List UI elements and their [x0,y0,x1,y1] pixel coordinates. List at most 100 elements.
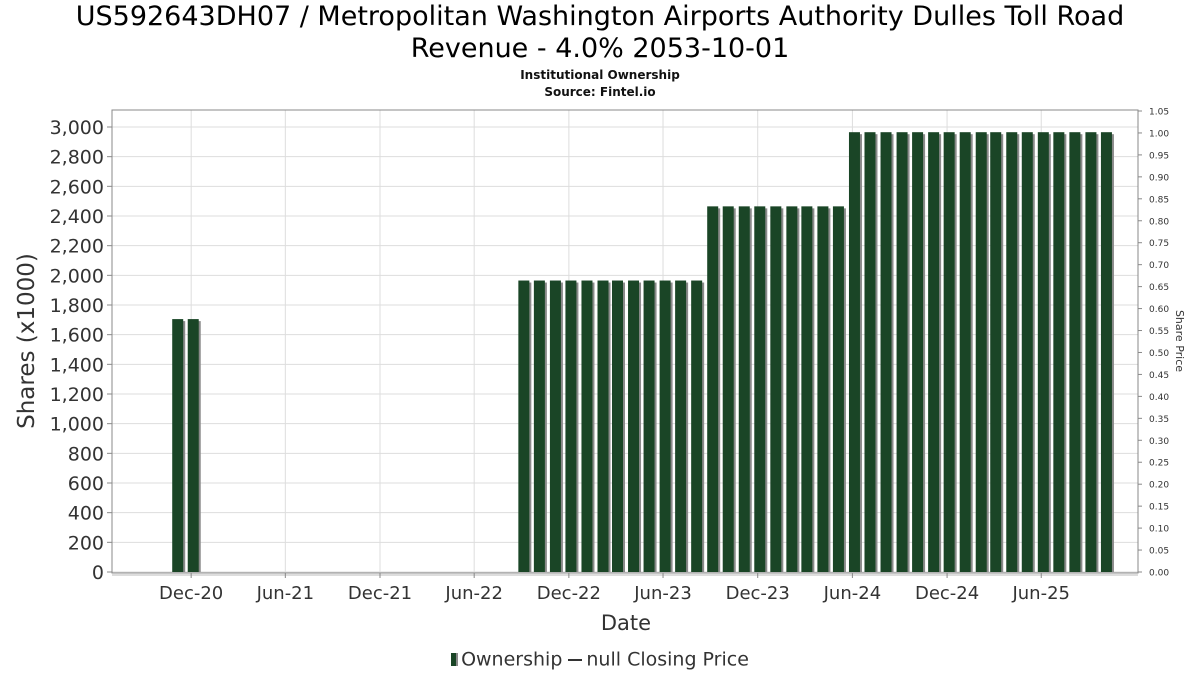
bar-2025-10-05 [1100,132,1114,573]
bar [801,206,813,572]
bar [549,280,561,572]
bar-2022-09-05 [518,280,532,572]
bars [172,132,1114,573]
y-tick-label: 400 [68,503,104,525]
y2-tick-label: 0.60 [1149,305,1169,315]
x-tick-label: Jun-25 [1011,583,1070,604]
y2-tick-label: 0.00 [1149,569,1169,579]
bar-2025-03-05 [990,132,1004,573]
x-tick-label: Dec-21 [348,583,412,604]
bar-2024-04-05 [817,206,831,572]
bar [896,132,908,573]
bar [1037,132,1049,573]
bar-2023-08-05 [691,280,705,572]
y-tick-label: 800 [68,443,104,465]
bar [518,280,530,572]
bar-2024-08-05 [880,132,894,573]
bar [738,206,750,572]
y-tick-label: 200 [68,532,104,554]
bar-2024-03-05 [801,206,815,572]
bar [1100,132,1112,573]
x-tick-label: Dec-24 [915,583,979,604]
y2-tick-label: 0.15 [1149,503,1169,513]
y2-tick-label: 0.50 [1149,349,1169,359]
y2-tick-label: 0.70 [1149,261,1169,271]
y2-tick-label: 0.95 [1149,151,1169,161]
x-tick-label: Jun-21 [256,583,315,604]
y-tick-label: 2,400 [50,206,104,228]
y2-tick-label: 0.10 [1149,525,1169,535]
bar-2023-11-05 [738,206,752,572]
bar-2023-12-05 [754,206,768,572]
bar [817,206,829,572]
plot-area [111,109,1139,574]
bar-2024-11-05 [928,132,942,573]
y2-tick-label: 0.40 [1149,393,1169,403]
bar [675,280,687,572]
bar-2022-12-05 [565,280,579,572]
bar-2023-10-05 [722,206,736,572]
bar-2024-10-05 [912,132,926,573]
bar-2024-12-05 [943,132,957,573]
bar [597,280,609,572]
bar-2025-09-05 [1085,132,1099,573]
bar-2025-08-05 [1069,132,1083,573]
price-legend-swatch [568,658,583,661]
chart-title-line-1: US592643DH07 / Metropolitan Washington A… [75,1,1125,32]
bar-2023-01-05 [581,280,595,572]
x-tick-label: Dec-23 [726,583,790,604]
bar [754,206,766,572]
y-tick-label: 0 [92,562,104,584]
bar [691,280,703,572]
y-tick-label: 2,200 [50,236,104,258]
y2-tick-label: 1.05 [1149,108,1169,118]
bar [832,206,844,572]
chart-source: Source: Fintel.io [544,85,656,99]
bar [943,132,955,573]
bar-2023-06-05 [659,280,673,572]
bar [1006,132,1018,573]
y-tick-label: 600 [68,473,104,495]
bar-2023-03-05 [611,280,625,572]
bar [659,280,671,572]
bar [928,132,940,573]
bar-2020-11-05 [172,319,186,572]
bar-2023-05-05 [643,280,657,572]
bar-2025-02-05 [975,132,989,573]
bar [533,280,545,572]
bar [786,206,798,572]
bar [864,132,876,573]
y-tick-label: 1,400 [50,354,104,376]
y-tick-label: 1,800 [50,295,104,317]
bar-2022-10-05 [533,280,547,572]
bar-2025-06-05 [1037,132,1051,573]
bar-2024-02-05 [786,206,800,572]
bar-2025-05-05 [1021,132,1035,573]
bar [770,206,782,572]
y2-tick-label: 0.05 [1149,547,1169,557]
x-tick-label: Jun-24 [823,583,882,604]
legend-price: null Closing Price [586,648,749,671]
ownership-legend-swatch [451,653,459,666]
bar [848,132,860,573]
bar [707,206,719,572]
y-axis-label: Shares (x1000) [14,253,40,429]
bar [990,132,1002,573]
bar-2025-04-05 [1006,132,1020,573]
chart-title-line-2: Revenue - 4.0% 2053-10-01 [410,33,790,64]
y2-axis-ticks: 0.00 0.05 0.10 0.15 0.20 0.25 0.30 0.35 0.40 0.45… [1138,108,1169,579]
chart-subtitle: Institutional Ownership [520,68,680,82]
x-tick-label: Jun-22 [444,583,503,604]
bar [643,280,655,572]
x-tick-label: Dec-20 [159,583,223,604]
bar-2020-12-05 [187,319,201,572]
x-tick-label: Jun-23 [633,583,692,604]
y-tick-label: 2,600 [50,176,104,198]
bar-2023-07-05 [675,280,689,572]
y2-tick-label: 0.80 [1149,217,1169,227]
bar-2024-09-05 [896,132,910,573]
bar [611,280,623,572]
y2-tick-label: 0.25 [1149,459,1169,469]
y2-tick-label: 0.30 [1149,437,1169,447]
